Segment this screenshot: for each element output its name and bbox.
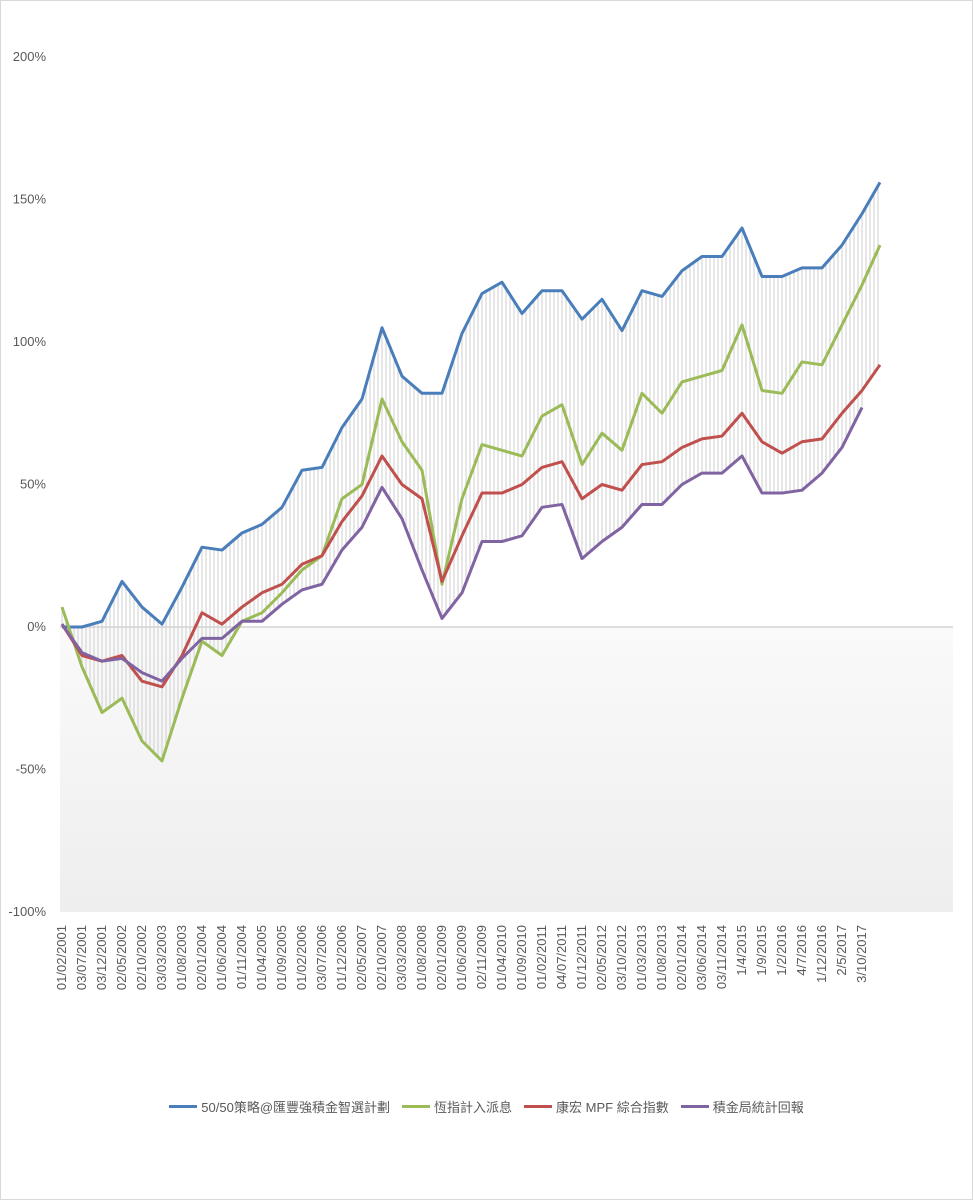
x-tick-label: 01/09/2010 (514, 925, 529, 990)
legend-item: 恆指計入派息 (402, 1097, 512, 1116)
x-tick-label: 01/04/2005 (254, 925, 269, 990)
x-tick-label: 01/02/2006 (294, 925, 309, 990)
x-tick-label: 01/08/2013 (654, 925, 669, 990)
plot-area-negative (60, 627, 953, 912)
x-tick-label: 03/10/2012 (614, 925, 629, 990)
x-tick-label: 03/03/2003 (154, 925, 169, 990)
legend-item: 積金局統計回報 (680, 1097, 804, 1116)
x-tick-label: 02/10/2002 (134, 925, 149, 990)
x-tick-label: 02/05/2007 (354, 925, 369, 990)
y-tick-label: -50% (16, 762, 47, 777)
legend-label: 恆指計入派息 (434, 1100, 513, 1115)
x-tick-label: 03/03/2008 (394, 925, 409, 990)
x-tick-label: 01/11/2004 (234, 925, 249, 989)
line-chart: 200% 150% 100% 50% 0% -50% -100% 01/02/2001 03/0… (8, 49, 953, 990)
x-tick-label: 02/05/2012 (594, 925, 609, 990)
x-tick-label: 01/12/2006 (334, 925, 349, 990)
legend-swatch (169, 1105, 198, 1108)
x-tick-label: 01/06/2009 (454, 925, 469, 990)
x-tick-label: 03/11/2014 (714, 925, 729, 989)
series-line-1 (60, 244, 882, 763)
y-tick-label: 200% (13, 49, 47, 64)
legend-item: 50/50策略@匯豐強積金智選計劃 (169, 1097, 390, 1116)
x-tick-label: 04/07/2011 (554, 925, 569, 989)
x-tick-label: 03/06/2014 (694, 925, 709, 990)
x-tick-label: 01/03/2013 (634, 925, 649, 990)
y-tick-label: -100% (8, 904, 46, 919)
legend-label: 康宏 MPF 綜合指數 (556, 1100, 669, 1115)
x-tick-label: 01/12/2011 (574, 925, 589, 989)
legend-item: 康宏 MPF 綜合指數 (524, 1097, 669, 1116)
x-tick-label: 03/07/2001 (74, 925, 89, 990)
x-tick-label: 02/01/2004 (194, 925, 209, 990)
x-tick-label: 02/11/2009 (474, 925, 489, 989)
legend-swatch (680, 1105, 709, 1108)
x-tick-label: 02/01/2009 (434, 925, 449, 990)
series-line-3 (60, 406, 864, 683)
x-tick-label: 4/7/2016 (794, 925, 809, 976)
legend: 50/50策略@匯豐強積金智選計劃 恆指計入派息 康宏 MPF 綜合指數 積金局統計回… (0, 1097, 973, 1116)
x-tick-label: 3/10/2017 (854, 925, 869, 983)
legend-swatch (402, 1105, 431, 1108)
y-tick-label: 50% (20, 477, 46, 492)
y-tick-label: 150% (13, 192, 47, 207)
x-tick-label: 01/06/2004 (214, 925, 229, 990)
x-tick-label: 01/02/2011 (534, 925, 549, 989)
x-tick-label: 1/4/2015 (734, 925, 749, 976)
x-tick-label: 03/07/2006 (314, 925, 329, 990)
y-tick-label: 100% (13, 334, 47, 349)
x-tick-label: 03/12/2001 (94, 925, 109, 990)
x-tick-label: 01/09/2005 (274, 925, 289, 990)
series-line-0 (62, 181, 882, 629)
series-line-2 (60, 363, 882, 689)
x-tick-label: 01/02/2001 (54, 925, 69, 990)
legend-label: 50/50策略@匯豐強積金智選計劃 (201, 1100, 391, 1115)
legend-swatch (524, 1105, 553, 1108)
legend-label: 積金局統計回報 (712, 1100, 804, 1115)
x-tick-label: 1/9/2015 (754, 925, 769, 976)
x-tick-label: 02/05/2002 (114, 925, 129, 990)
x-tick-label: 01/04/2010 (494, 925, 509, 990)
x-tick-label: 01/08/2003 (174, 925, 189, 990)
x-tick-label: 1/2/2016 (774, 925, 789, 976)
x-tick-label: 02/10/2007 (374, 925, 389, 990)
x-tick-label: 1/12/2016 (814, 925, 829, 983)
x-tick-label: 01/08/2008 (414, 925, 429, 990)
x-tick-label: 02/01/2014 (674, 925, 689, 990)
x-tick-label: 2/5/2017 (834, 925, 849, 976)
y-tick-label: 0% (27, 619, 46, 634)
